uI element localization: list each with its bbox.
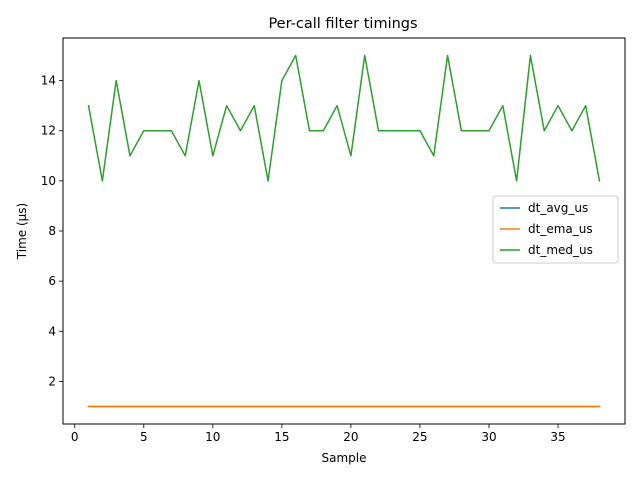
legend-label-dt_avg_us: dt_avg_us — [528, 201, 588, 215]
chart-title: Per-call filter timings — [268, 16, 417, 32]
legend-box — [492, 195, 619, 264]
legend-label-dt_ema_us: dt_ema_us — [528, 222, 593, 236]
x-tick-label: 30 — [481, 430, 496, 444]
y-axis-label: Time (µs) — [15, 203, 29, 260]
y-tick-label: 4 — [48, 324, 56, 338]
y-axis: 2 4 6 8 10 12 14 — [41, 74, 63, 388]
x-tick-label: 5 — [140, 430, 148, 444]
x-axis-label: Sample — [322, 451, 367, 465]
y-tick-label: 14 — [41, 74, 56, 88]
y-tick-label: 12 — [41, 124, 56, 138]
plot-lines — [87, 54, 601, 408]
x-tick-label: 25 — [412, 430, 427, 444]
x-tick-label: 0 — [71, 430, 79, 444]
y-tick-label: 8 — [48, 224, 56, 238]
x-tick-label: 35 — [550, 430, 565, 444]
series-line-dt_med_us — [87, 54, 601, 182]
legend-label-dt_med_us: dt_med_us — [528, 243, 593, 257]
legend: dt_avg_us dt_ema_us dt_med_us — [492, 195, 619, 264]
x-axis: 0 5 10 15 20 25 30 35 — [71, 424, 566, 444]
y-tick-label: 10 — [41, 174, 56, 188]
x-tick-label: 15 — [274, 430, 289, 444]
x-tick-label: 10 — [205, 430, 220, 444]
x-tick-label: 20 — [343, 430, 358, 444]
y-tick-label: 2 — [48, 374, 56, 388]
y-tick-label: 6 — [48, 274, 56, 288]
